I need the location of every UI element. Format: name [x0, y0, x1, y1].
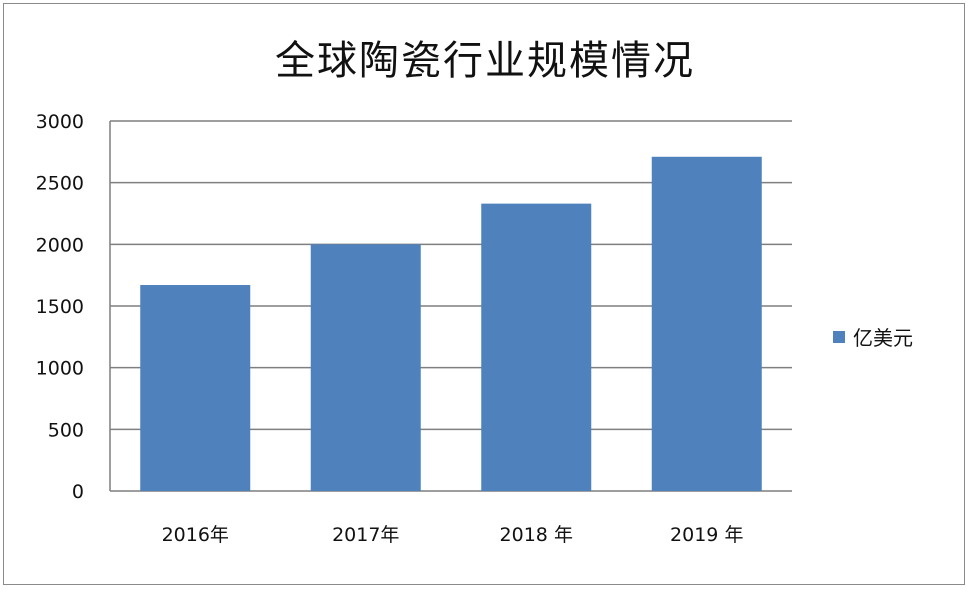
bar: [481, 203, 592, 491]
y-tick-label: 2000: [36, 234, 84, 256]
legend-label: 亿美元: [853, 326, 913, 350]
legend-swatch: [833, 330, 845, 343]
bar: [651, 156, 762, 491]
x-tick-label: 2017年: [332, 524, 399, 546]
y-tick-label: 2500: [36, 173, 84, 195]
bar: [310, 244, 421, 491]
x-tick-label: 2016年: [162, 524, 229, 546]
bar: [140, 285, 251, 491]
y-tick-label: 500: [48, 419, 84, 441]
chart-title: 全球陶瓷行业规模情况: [275, 38, 695, 84]
x-tick-label: 2019 年: [670, 524, 743, 546]
x-tick-label: 2018 年: [500, 524, 573, 546]
legend: 亿美元: [833, 322, 913, 351]
y-tick-label: 1000: [36, 358, 84, 380]
chart-frame: [3, 3, 965, 585]
y-tick-label: 3000: [36, 111, 84, 133]
y-tick-label: 0: [72, 481, 84, 503]
y-tick-label: 1500: [36, 296, 84, 318]
